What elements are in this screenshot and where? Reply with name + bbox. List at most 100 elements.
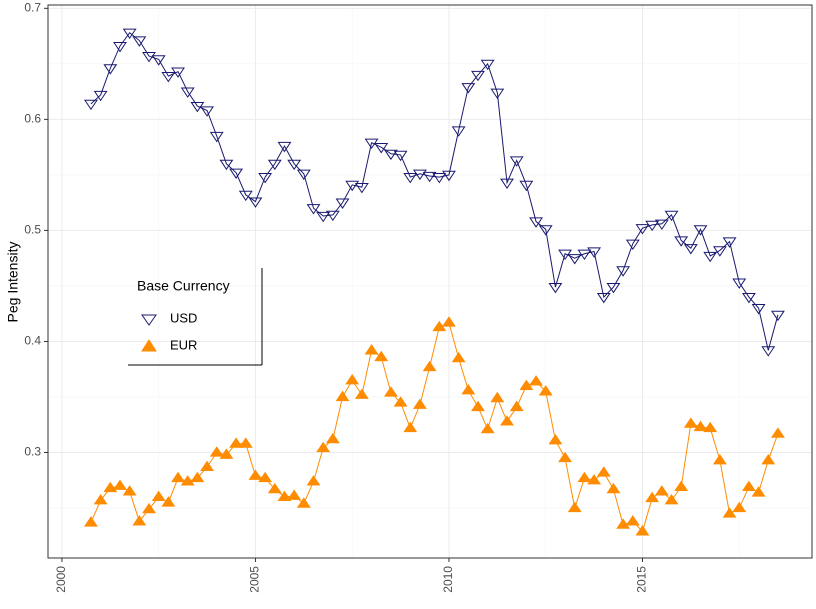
- marker: [422, 171, 437, 183]
- marker: [654, 485, 669, 496]
- marker: [413, 398, 427, 409]
- marker: [548, 282, 563, 294]
- marker: [277, 490, 292, 502]
- marker: [616, 266, 631, 277]
- marker: [712, 246, 727, 257]
- marker: [664, 493, 679, 505]
- marker: [335, 390, 350, 402]
- marker: [142, 51, 156, 63]
- marker: [596, 466, 611, 477]
- legend: Base Currency USD EUR: [128, 268, 263, 366]
- x-tick-label: 2000: [54, 566, 68, 593]
- marker: [209, 131, 224, 143]
- marker: [732, 501, 747, 513]
- y-tick-label: 0.4: [24, 334, 41, 348]
- marker: [451, 351, 466, 363]
- x-tick-label: 2005: [248, 566, 262, 593]
- marker: [674, 480, 689, 492]
- series-line: [90, 32, 779, 351]
- marker: [354, 183, 369, 194]
- marker: [654, 219, 669, 231]
- x-tick-label: 2015: [635, 566, 649, 593]
- marker: [558, 451, 573, 463]
- marker: [171, 67, 185, 78]
- marker: [771, 310, 785, 322]
- marker: [393, 396, 408, 407]
- marker: [161, 71, 176, 83]
- marker: [190, 471, 205, 483]
- marker: [258, 173, 273, 184]
- marker: [190, 101, 205, 113]
- marker: [277, 141, 292, 153]
- legend-marker: [141, 339, 157, 352]
- marker: [761, 346, 776, 357]
- marker: [509, 400, 524, 412]
- legend-label: USD: [170, 310, 197, 325]
- marker: [171, 471, 185, 483]
- marker: [151, 490, 166, 502]
- y-tick-label: 0.6: [24, 112, 41, 126]
- marker: [354, 388, 369, 399]
- marker: [267, 159, 282, 171]
- marker: [538, 385, 553, 396]
- marker: [316, 211, 331, 223]
- marker: [451, 126, 466, 137]
- marker: [732, 278, 747, 289]
- marker: [529, 217, 543, 228]
- marker: [248, 197, 263, 208]
- marker: [103, 481, 118, 493]
- marker: [258, 471, 273, 483]
- marker: [490, 391, 505, 403]
- marker: [180, 475, 195, 486]
- marker: [442, 316, 456, 327]
- marker: [229, 168, 244, 179]
- marker: [122, 485, 137, 496]
- marker: [461, 83, 476, 94]
- marker: [238, 190, 253, 202]
- marker: [93, 90, 108, 102]
- marker: [374, 143, 389, 154]
- marker: [471, 400, 485, 412]
- marker: [84, 516, 98, 527]
- marker: [558, 249, 573, 261]
- legend-label: EUR: [170, 337, 197, 352]
- marker: [616, 518, 631, 529]
- marker: [325, 432, 340, 444]
- marker: [287, 159, 302, 171]
- marker: [490, 88, 505, 100]
- marker: [413, 169, 427, 181]
- marker: [606, 482, 621, 494]
- y-axis-label: Peg Intensity: [5, 242, 21, 323]
- marker: [432, 320, 447, 332]
- marker: [364, 138, 379, 149]
- marker: [383, 149, 398, 161]
- marker: [645, 491, 660, 503]
- marker: [751, 486, 766, 497]
- marker: [751, 304, 766, 315]
- marker: [480, 59, 495, 71]
- marker: [674, 236, 689, 247]
- marker: [316, 441, 331, 453]
- marker: [345, 374, 360, 385]
- marker: [722, 237, 737, 248]
- marker: [500, 178, 514, 189]
- marker: [577, 471, 592, 483]
- marker: [500, 415, 514, 426]
- marker: [577, 249, 592, 261]
- marker: [442, 170, 456, 182]
- marker: [519, 180, 534, 192]
- marker: [122, 28, 137, 40]
- marker: [219, 159, 234, 171]
- marker: [209, 446, 224, 457]
- y-tick-label: 0.5: [24, 223, 41, 237]
- marker: [287, 489, 302, 500]
- marker: [383, 386, 398, 397]
- legend-title: Base Currency: [137, 278, 230, 294]
- marker: [403, 421, 418, 433]
- marker: [335, 198, 350, 209]
- y-tick-label: 0.7: [24, 1, 41, 15]
- marker: [722, 507, 737, 518]
- marker: [306, 204, 321, 215]
- marker: [113, 41, 127, 53]
